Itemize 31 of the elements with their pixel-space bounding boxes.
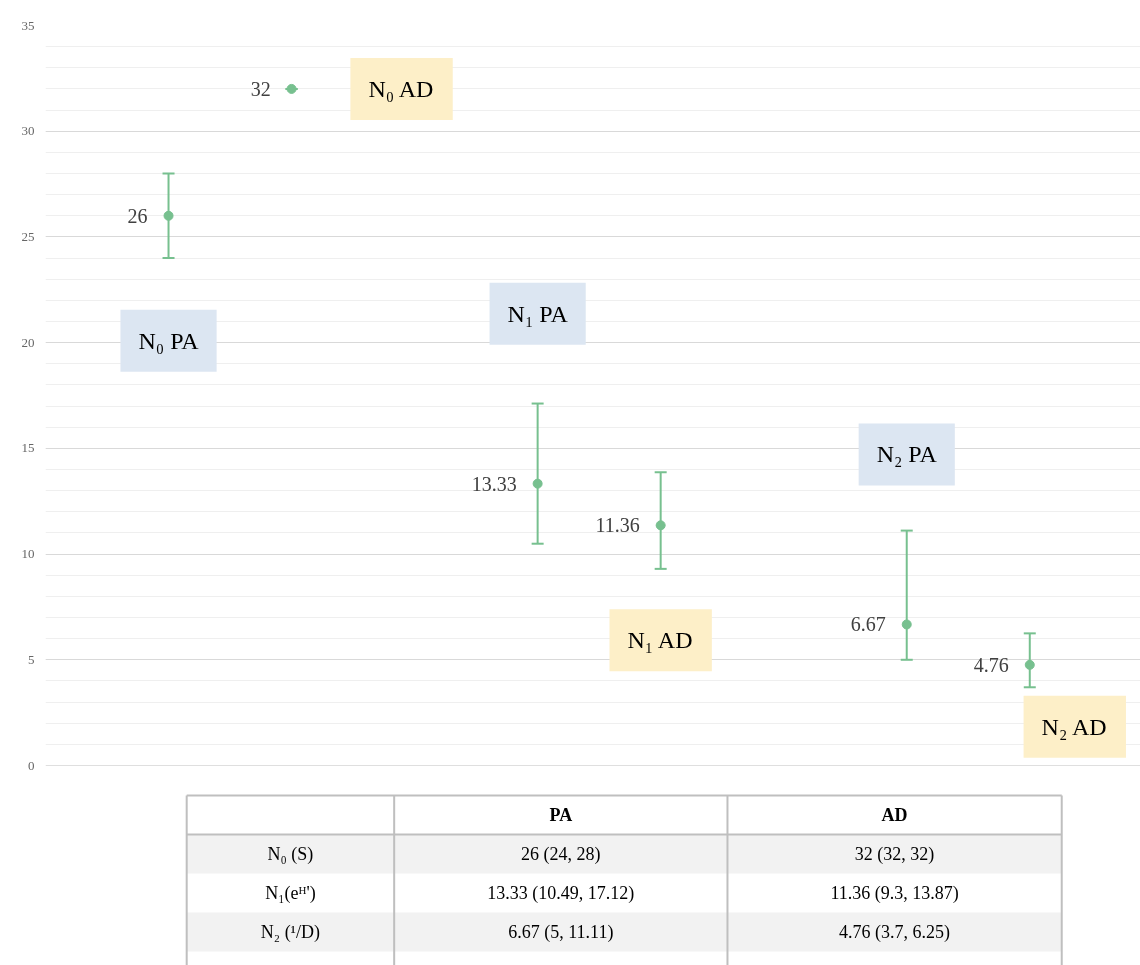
annotation: N₁ AD [627, 627, 693, 654]
text: N₁(eᴴ') [265, 883, 316, 904]
text: 13.33 (10.49, 17.12) [487, 883, 635, 904]
y-tick-label: 20 [21, 334, 35, 350]
text: N₀ (S) [267, 844, 314, 865]
y-tick-label: 30 [21, 123, 35, 139]
annotation: N₀ AD [368, 75, 434, 102]
text: 6.67 (5, 11.11) [508, 922, 614, 943]
text: 4.76 (3.7, 6.25) [839, 922, 951, 943]
annotation: N₁ PA [507, 300, 569, 327]
text: 11.36 (9.3, 13.87) [830, 883, 959, 904]
data-label: 26 [127, 204, 148, 227]
data-label: 6.67 [850, 613, 886, 636]
annotation: N₀ PA [138, 327, 200, 354]
annotation: N₂ AD [1041, 713, 1107, 740]
y-tick-label: 25 [21, 228, 35, 244]
data-label: 13.33 [471, 472, 517, 495]
annotation: N₂ PA [876, 441, 938, 468]
text: AD [881, 805, 908, 825]
y-tick-label: 5 [28, 651, 35, 667]
text: PA [549, 805, 573, 825]
text: 32 (32, 32) [854, 844, 935, 865]
data-label: 11.36 [595, 514, 640, 537]
text: 26 (24, 28) [521, 844, 601, 865]
y-tick-label: 35 [21, 17, 35, 33]
y-tick-label: 0 [28, 757, 35, 773]
text: N₂ (¹/D) [260, 922, 321, 943]
data-label: 32 [250, 77, 271, 100]
data-label: 4.76 [973, 653, 1009, 676]
y-tick-label: 10 [21, 546, 35, 562]
y-tick-label: 15 [21, 440, 35, 456]
